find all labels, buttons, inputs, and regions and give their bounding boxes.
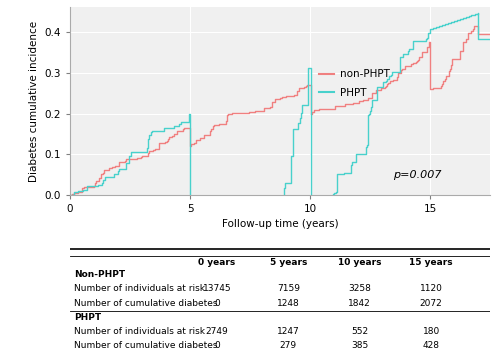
Text: 15 years: 15 years bbox=[410, 258, 453, 267]
Text: 3258: 3258 bbox=[348, 284, 371, 293]
Text: 0: 0 bbox=[214, 342, 220, 350]
Text: 1842: 1842 bbox=[348, 299, 371, 308]
Y-axis label: Diabetes cumulative incidence: Diabetes cumulative incidence bbox=[29, 21, 39, 182]
Text: Number of cumulative diabetes: Number of cumulative diabetes bbox=[74, 299, 218, 308]
Text: 2749: 2749 bbox=[206, 327, 229, 336]
Legend: non-PHPT, PHPT: non-PHPT, PHPT bbox=[314, 65, 394, 102]
Text: 428: 428 bbox=[422, 342, 440, 350]
Text: 279: 279 bbox=[280, 342, 297, 350]
Text: 7159: 7159 bbox=[277, 284, 300, 293]
Text: PHPT: PHPT bbox=[74, 313, 102, 322]
Text: Number of cumulative diabetes: Number of cumulative diabetes bbox=[74, 342, 218, 350]
Text: 552: 552 bbox=[351, 327, 368, 336]
Text: 385: 385 bbox=[351, 342, 368, 350]
Text: 10 years: 10 years bbox=[338, 258, 382, 267]
Text: Number of individuals at risk: Number of individuals at risk bbox=[74, 327, 205, 336]
Text: Number of individuals at risk: Number of individuals at risk bbox=[74, 284, 205, 293]
X-axis label: Follow-up time (years): Follow-up time (years) bbox=[222, 219, 338, 229]
Text: 1248: 1248 bbox=[277, 299, 300, 308]
Text: 2072: 2072 bbox=[420, 299, 442, 308]
Text: Non-PHPT: Non-PHPT bbox=[74, 270, 126, 279]
Text: 0 years: 0 years bbox=[198, 258, 235, 267]
Text: 1247: 1247 bbox=[277, 327, 300, 336]
Text: 1120: 1120 bbox=[420, 284, 442, 293]
Text: 0: 0 bbox=[214, 299, 220, 308]
Text: 5 years: 5 years bbox=[270, 258, 307, 267]
Text: 180: 180 bbox=[422, 327, 440, 336]
Text: p=0.007: p=0.007 bbox=[394, 170, 442, 180]
Text: 13745: 13745 bbox=[202, 284, 232, 293]
